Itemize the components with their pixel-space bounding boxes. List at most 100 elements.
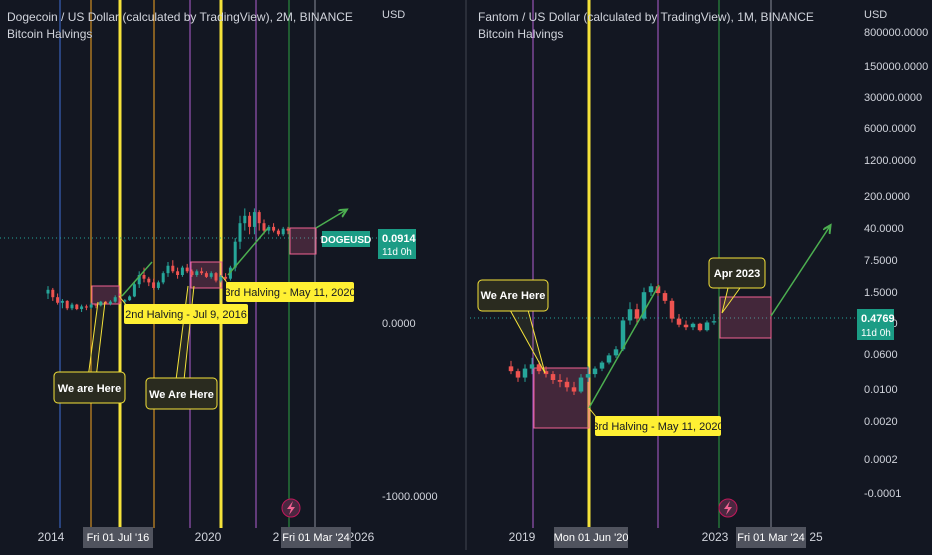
candle [578, 374, 584, 394]
candle [51, 287, 55, 301]
candle [60, 299, 64, 309]
candle-body [46, 289, 50, 294]
y-tick-label: 0.0002 [864, 454, 898, 466]
candle [132, 282, 136, 298]
candle-body [238, 223, 242, 242]
price-axis: 800000.0000 150000.0000 30000.0000 6000.000… [864, 27, 928, 500]
candle-body [606, 355, 612, 363]
candle-body [243, 215, 247, 224]
candle-body [147, 278, 151, 283]
candle-body [257, 212, 261, 224]
candle-body [571, 387, 577, 392]
last-price-badge [378, 229, 416, 259]
y-tick-label: 200.0000 [864, 191, 910, 203]
candle [585, 366, 591, 382]
candle-body [564, 381, 570, 388]
candle [641, 287, 647, 321]
candle [89, 302, 93, 310]
trend-arrow-2 [770, 226, 830, 317]
candle-body [118, 297, 122, 302]
y-tick-label: 800000.0000 [864, 27, 928, 39]
candle [185, 263, 189, 274]
candle [515, 368, 521, 382]
candle-body [104, 301, 108, 304]
candle-body [190, 271, 194, 275]
candle [104, 300, 108, 305]
callout-we-are-here [477, 279, 549, 312]
candle [137, 271, 141, 288]
candle-body [578, 377, 584, 392]
indicator-name[interactable]: Bitcoin Halvings [478, 27, 563, 41]
candle-body [209, 273, 213, 277]
indicator-name[interactable]: Bitcoin Halvings [7, 27, 92, 41]
candle [70, 302, 74, 311]
x-tick-label: 2020 [195, 530, 222, 544]
candle-body [634, 309, 640, 319]
candle [180, 265, 184, 277]
candle-body [156, 282, 160, 288]
candle [156, 280, 160, 290]
candle-body [613, 349, 619, 356]
symbol-label-text: DOGEUSD [321, 235, 372, 246]
candle [690, 322, 696, 331]
candle [147, 276, 151, 287]
flash-icon[interactable] [718, 498, 738, 518]
candle-body [522, 368, 528, 378]
halving-3-label-text: 3rd Halving - May 11, 2020 [592, 421, 723, 433]
y-tick-label: 7.5000 [864, 255, 898, 267]
y-tick-label: 150000.0000 [864, 61, 928, 73]
candle [704, 320, 710, 332]
candle-body [641, 292, 647, 319]
last-price-value: 0.0914 [382, 233, 417, 245]
candle-body [248, 215, 252, 227]
candle [161, 271, 165, 285]
candle-body [176, 271, 180, 275]
candle [272, 223, 276, 233]
chart-title: Fantom / US Dollar (calculated by Tradin… [478, 10, 814, 24]
candle-body [214, 273, 218, 281]
candle [190, 269, 194, 277]
candle-body [142, 275, 146, 279]
candle-body [262, 223, 266, 231]
candle [204, 271, 208, 278]
candle [571, 381, 577, 396]
callout-apr-2023-text: Apr 2023 [714, 268, 760, 280]
y-tick-label: 0.0600 [864, 349, 898, 361]
candle-body [128, 296, 132, 301]
candle-body [152, 282, 156, 288]
candle-body [200, 271, 204, 274]
candle [224, 273, 228, 281]
trend-arrow-3 [315, 210, 346, 229]
candle-body [65, 300, 69, 309]
candle-body [697, 323, 703, 331]
candle-body [161, 273, 165, 283]
halving-vertical-lines [59, 0, 316, 528]
y-tick-label: 1.5000 [864, 287, 898, 299]
candle-body [108, 301, 112, 304]
candle [557, 374, 563, 388]
candle [257, 210, 261, 231]
x-tick-label: 25 [809, 530, 823, 544]
candle [243, 208, 247, 231]
y-tick-label: -1000.0000 [382, 491, 438, 503]
y-tick-label: 0.0020 [864, 416, 898, 428]
candle [669, 298, 675, 323]
callout-we-are-here-1-text: We are Here [58, 383, 121, 395]
candle [99, 300, 103, 307]
crosshair-date-label [736, 527, 806, 548]
candle-body [75, 304, 79, 310]
candle [648, 283, 654, 297]
crosshair-date-label-text: Fri 01 Mar '24 [282, 532, 350, 544]
candle-body [550, 374, 556, 380]
candle-body [89, 304, 93, 308]
crosshair-date-label [554, 527, 628, 548]
candle-body [80, 306, 84, 310]
x-tick-label: 2 [273, 530, 280, 544]
candle-body [515, 371, 521, 378]
trend-arrow-1 [121, 261, 153, 297]
flash-icon[interactable] [281, 498, 301, 518]
candle-body [286, 228, 290, 231]
candle [627, 302, 633, 325]
candle-body [60, 300, 64, 303]
x-tick-label: 2026 [348, 530, 375, 544]
